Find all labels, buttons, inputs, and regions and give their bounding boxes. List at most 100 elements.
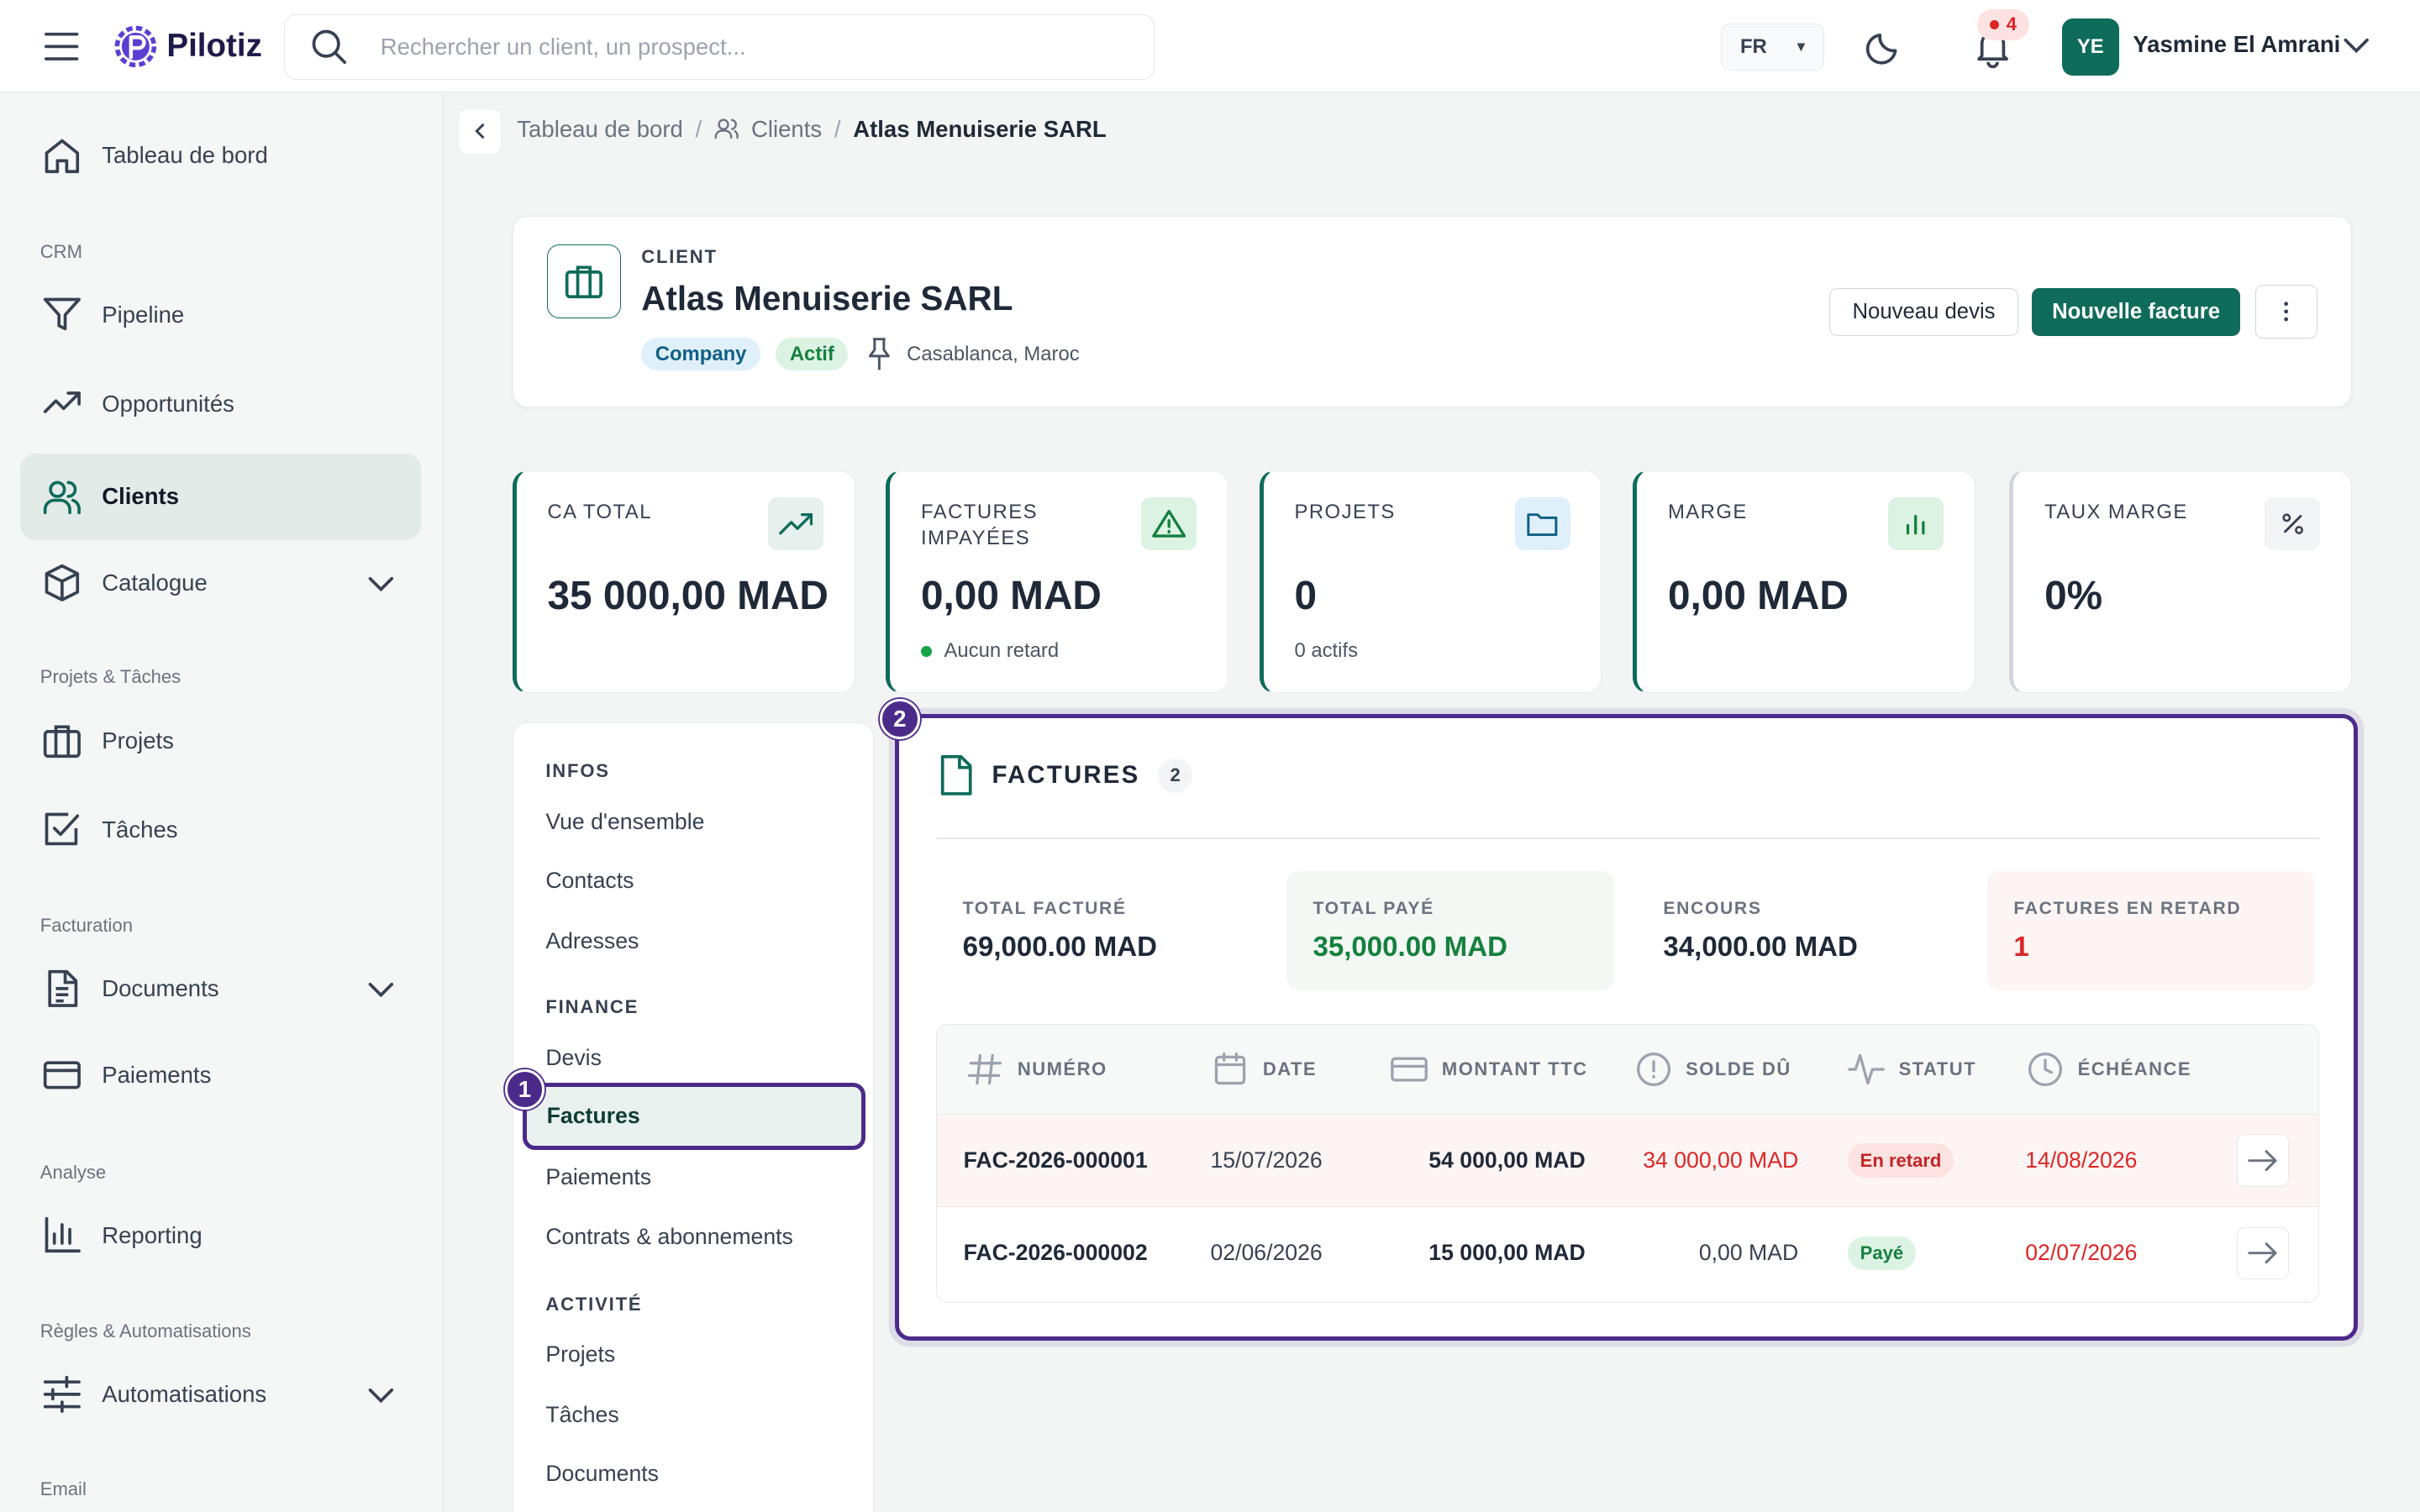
chevron-down-icon[interactable] bbox=[366, 974, 397, 1005]
subnav-item-invoices[interactable]: Factures bbox=[522, 1082, 865, 1151]
kpi-subtext-label: 0 actifs bbox=[1294, 639, 1359, 663]
subnav-item-addresses[interactable]: Adresses bbox=[545, 927, 639, 953]
pilotiz-logo-icon bbox=[114, 25, 157, 67]
status-dot bbox=[920, 645, 932, 657]
column-label: ÉCHÉANCE bbox=[2077, 1058, 2192, 1080]
sidebar-item-label: Pipeline bbox=[102, 301, 185, 328]
chevron-down-icon[interactable] bbox=[366, 1379, 397, 1410]
sidebar-item-clients[interactable]: Clients bbox=[19, 453, 422, 540]
sidebar-item-label: Catalogue bbox=[102, 570, 208, 596]
subnav-section-infos: INFOS bbox=[545, 759, 610, 781]
invoice-number[interactable]: FAC-2026-000001 bbox=[963, 1147, 1148, 1173]
sidebar-item-payments[interactable]: Paiements bbox=[20, 1032, 422, 1119]
kpi-subtext-label: Aucun retard bbox=[944, 639, 1060, 663]
table-row[interactable]: FAC-2026-000002 02/06/2026 15 000,00 MAD… bbox=[937, 1206, 2319, 1299]
sidebar-item-opportunities[interactable]: Opportunités bbox=[20, 361, 422, 448]
kpi-card-projects: PROJETS 0 0 actifs bbox=[1259, 470, 1602, 693]
chevron-down-icon[interactable] bbox=[366, 568, 397, 599]
stat-value: 69,000.00 MAD bbox=[962, 931, 1158, 963]
chevron-left-icon bbox=[475, 123, 485, 139]
open-invoice-button[interactable] bbox=[2236, 1134, 2290, 1187]
sidebar-section-analysis: Analyse bbox=[39, 1162, 107, 1184]
column-deadline[interactable]: ÉCHÉANCE bbox=[2027, 1025, 2191, 1115]
stat-label: TOTAL FACTURÉ bbox=[962, 899, 1127, 919]
kpi-card-margin: MARGE 0,00 MAD bbox=[1633, 470, 1975, 693]
sidebar-item-label: Documents bbox=[102, 975, 219, 1002]
subnav-item-tasks[interactable]: Tâches bbox=[545, 1401, 619, 1427]
column-amount[interactable]: MONTANT TTC bbox=[1391, 1025, 1587, 1115]
document-icon bbox=[940, 755, 972, 796]
notification-count: 4 bbox=[2006, 13, 2017, 35]
breadcrumb-dashboard[interactable]: Tableau de bord bbox=[517, 115, 683, 142]
sidebar-section-email: Email bbox=[39, 1478, 87, 1499]
bar-chart-icon bbox=[1888, 497, 1944, 550]
percent-icon bbox=[2265, 497, 2321, 550]
column-date[interactable]: DATE bbox=[1212, 1025, 1317, 1115]
hash-icon bbox=[968, 1054, 1002, 1085]
menu-icon[interactable] bbox=[43, 28, 80, 65]
notification-badge[interactable]: 4 bbox=[1976, 9, 2029, 40]
language-select[interactable]: FR ▼ bbox=[1720, 23, 1824, 71]
user-name[interactable]: Yasmine El Amrani bbox=[2133, 30, 2341, 57]
column-balance[interactable]: SOLDE DÛ bbox=[1635, 1025, 1791, 1115]
stat-label: TOTAL PAYÉ bbox=[1313, 899, 1434, 919]
chevron-down-icon[interactable] bbox=[2339, 28, 2373, 61]
subnav-item-payments[interactable]: Paiements bbox=[545, 1163, 652, 1189]
sidebar-item-label: Opportunités bbox=[102, 391, 234, 417]
open-invoice-button[interactable] bbox=[2236, 1226, 2290, 1280]
sidebar-item-automations[interactable]: Automatisations bbox=[20, 1352, 422, 1438]
trend-up-icon bbox=[43, 391, 81, 414]
subnav-item-overview[interactable]: Vue d'ensemble bbox=[545, 809, 705, 835]
annotation-marker-2: 2 bbox=[879, 699, 920, 739]
avatar[interactable]: YE bbox=[2061, 18, 2119, 76]
home-icon bbox=[45, 139, 79, 173]
invoice-balance: 34 000,00 MAD bbox=[1643, 1147, 1799, 1173]
subnav-item-contacts[interactable]: Contacts bbox=[545, 868, 634, 894]
breadcrumb: Tableau de bord / Clients / Atlas Menuis… bbox=[517, 116, 1106, 143]
subnav-section-activity: ACTIVITÉ bbox=[545, 1294, 643, 1315]
client-location-text: Casablanca, Maroc bbox=[907, 342, 1080, 365]
arrow-right-icon bbox=[2248, 1242, 2277, 1264]
sidebar-item-dashboard[interactable]: Tableau de bord bbox=[20, 113, 422, 199]
sidebar-item-pipeline[interactable]: Pipeline bbox=[20, 271, 422, 358]
subnav-item-projects[interactable]: Projets bbox=[545, 1341, 616, 1368]
sidebar-item-reporting[interactable]: Reporting bbox=[20, 1193, 422, 1279]
sidebar-item-tasks[interactable]: Tâches bbox=[20, 787, 422, 874]
stat-value: 1 bbox=[2013, 931, 2029, 963]
breadcrumb-separator: / bbox=[834, 115, 841, 142]
stat-value: 34,000.00 MAD bbox=[1663, 931, 1858, 963]
sidebar-item-documents[interactable]: Documents bbox=[20, 946, 422, 1032]
new-invoice-button[interactable]: Nouvelle facture bbox=[2032, 287, 2241, 336]
subnav-item-contracts[interactable]: Contrats & abonnements bbox=[545, 1224, 793, 1250]
breadcrumb-clients[interactable]: Clients bbox=[750, 115, 823, 142]
invoice-amount: 54 000,00 MAD bbox=[1428, 1147, 1586, 1173]
invoices-panel: FACTURES 2 TOTAL FACTURÉ 69,000.00 MAD T… bbox=[895, 714, 2359, 1341]
stat-value: 35,000.00 MAD bbox=[1313, 931, 1507, 963]
folder-icon bbox=[1514, 497, 1570, 550]
invoice-status: En retard bbox=[1847, 1115, 1954, 1207]
client-location: Casablanca, Maroc bbox=[864, 336, 1080, 373]
client-tags: Company Actif Casablanca, Maroc bbox=[641, 336, 1080, 373]
search-input[interactable] bbox=[380, 34, 1091, 60]
column-number[interactable]: NUMÉRO bbox=[966, 1025, 1107, 1115]
moon-icon[interactable] bbox=[1863, 24, 1906, 67]
kpi-subtext: Aucun retard bbox=[920, 639, 1060, 663]
kpi-label: PROJETS bbox=[1294, 501, 1396, 524]
client-subnav: INFOS Vue d'ensemble Contacts Adresses F… bbox=[512, 722, 874, 1512]
table-row[interactable]: FAC-2026-000001 15/07/2026 54 000,00 MAD… bbox=[937, 1114, 2319, 1207]
sidebar-item-projects[interactable]: Projets bbox=[20, 697, 422, 784]
sidebar-item-label: Tableau de bord bbox=[102, 142, 268, 169]
breadcrumb-current: Atlas Menuiserie SARL bbox=[853, 115, 1107, 142]
app-logo[interactable]: Pilotiz bbox=[111, 22, 262, 71]
invoice-balance: 0,00 MAD bbox=[1698, 1240, 1799, 1266]
new-quote-button[interactable]: Nouveau devis bbox=[1829, 287, 2018, 336]
subnav-item-documents[interactable]: Documents bbox=[545, 1460, 659, 1486]
column-status[interactable]: STATUT bbox=[1848, 1025, 1976, 1115]
back-button[interactable] bbox=[458, 108, 502, 155]
sidebar-item-catalogue[interactable]: Catalogue bbox=[20, 540, 422, 627]
search-bar[interactable] bbox=[283, 13, 1155, 81]
invoice-number[interactable]: FAC-2026-000002 bbox=[963, 1240, 1148, 1266]
subnav-item-quotes[interactable]: Devis bbox=[545, 1045, 602, 1071]
more-actions-button[interactable] bbox=[2255, 284, 2317, 339]
sidebar-section-billing: Facturation bbox=[39, 915, 133, 937]
